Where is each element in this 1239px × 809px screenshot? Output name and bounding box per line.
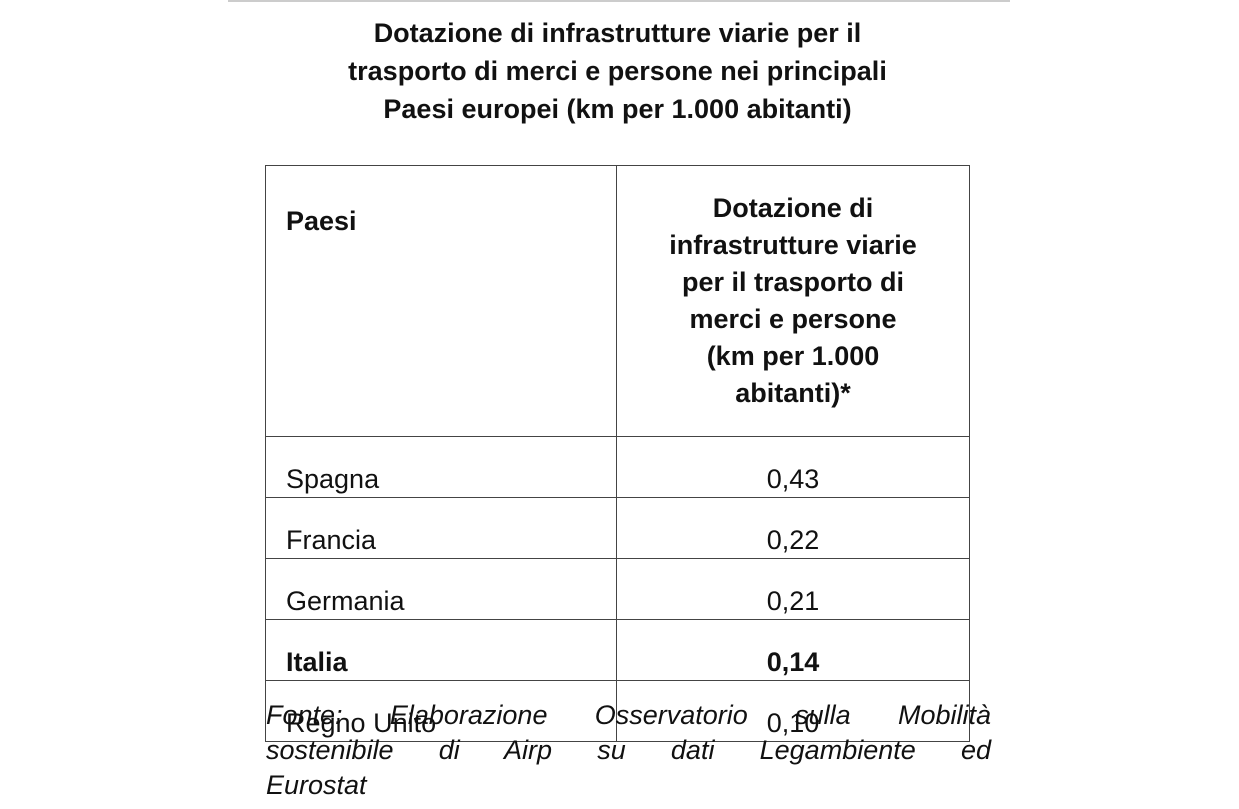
title: Dotazione di infrastrutture viarie per i… (265, 14, 970, 128)
footer-line: Eurostat (266, 770, 367, 800)
top-rule (228, 0, 1010, 2)
header-line: Dotazione di (712, 193, 874, 223)
header-line: per il trasporto di (681, 267, 905, 297)
header-cell: Dotazione di infrastrutture viarie per il … (616, 165, 970, 437)
title-line: Dotazione di infrastrutture viarie per i… (373, 18, 862, 48)
country-cell: Regno Unito (265, 680, 617, 742)
footer-line: sostenibile di Airp su dati Legambiente … (266, 735, 991, 765)
footer-note: Fonte: Elaborazione Osservatorio sulla M… (266, 698, 991, 803)
table-row: Regno Unito 0,10 (265, 680, 970, 742)
value-cell: 0,21 (616, 558, 970, 620)
header-line: merci e persone (689, 304, 897, 334)
data-table: Paesi Dotazione di infrastrutture viarie p… (265, 165, 970, 742)
country-cell: Spagna (265, 436, 617, 498)
country-cell: Germania (265, 558, 617, 620)
header-line: infrastrutture viarie (669, 230, 917, 260)
value-cell: 0,43 (616, 436, 970, 498)
title-line: Paesi europei (km per 1.000 abitanti) (383, 94, 852, 124)
header-row: Paesi Dotazione di infrastrutture viarie p… (265, 165, 970, 437)
title-line: trasporto di merci e persone nei princip… (348, 56, 887, 86)
table-row: Italia 0,14 (265, 619, 970, 681)
country-cell: Italia (265, 619, 617, 681)
footer-line: Fonte: Elaborazione Osservatorio sulla M… (266, 700, 991, 730)
header-cell: Paesi (265, 165, 617, 437)
country-cell: Francia (265, 497, 617, 559)
value-cell: 0,10 (616, 680, 970, 742)
table-row: Francia 0,22 (265, 497, 970, 559)
value-cell: 0,14 (616, 619, 970, 681)
value-cell: 0,22 (616, 497, 970, 559)
table-row: Spagna 0,43 (265, 436, 970, 498)
header-line: abitanti)* (735, 378, 851, 408)
table-row: Germania 0,21 (265, 558, 970, 620)
header-line: (km per 1.000 (706, 341, 880, 371)
